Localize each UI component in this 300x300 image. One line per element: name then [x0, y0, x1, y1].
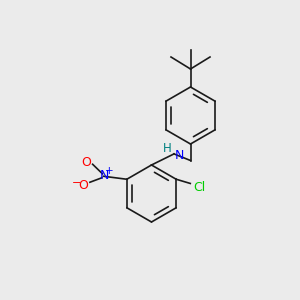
Text: O: O — [78, 179, 88, 192]
Text: +: + — [105, 166, 114, 176]
Text: Cl: Cl — [193, 181, 206, 194]
Text: O: O — [82, 156, 92, 169]
Text: H: H — [163, 142, 172, 155]
Text: N: N — [175, 149, 184, 162]
Text: N: N — [100, 169, 110, 182]
Text: −: − — [72, 178, 81, 188]
